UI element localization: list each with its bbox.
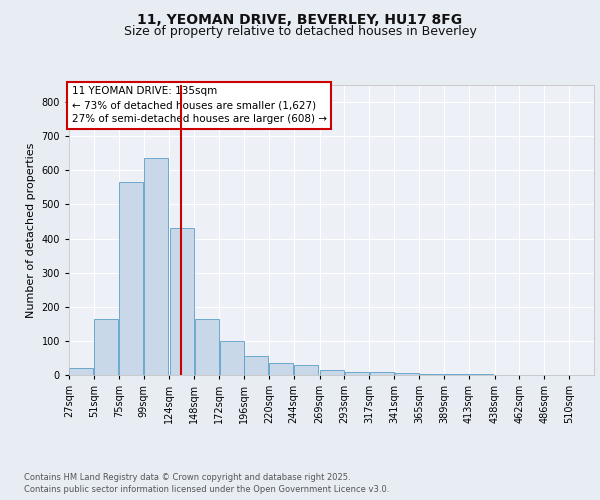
Bar <box>269 363 293 375</box>
Bar <box>469 374 493 375</box>
Bar <box>94 318 118 375</box>
Bar <box>370 372 394 375</box>
Bar <box>170 228 194 375</box>
Y-axis label: Number of detached properties: Number of detached properties <box>26 142 36 318</box>
Text: Contains HM Land Registry data © Crown copyright and database right 2025.: Contains HM Land Registry data © Crown c… <box>24 472 350 482</box>
Bar <box>70 368 94 375</box>
Bar <box>294 365 318 375</box>
Text: 11, YEOMAN DRIVE, BEVERLEY, HU17 8FG: 11, YEOMAN DRIVE, BEVERLEY, HU17 8FG <box>137 12 463 26</box>
Bar <box>419 374 443 375</box>
Bar <box>320 370 344 375</box>
Bar <box>119 182 143 375</box>
Bar <box>195 318 219 375</box>
Bar <box>244 356 268 375</box>
Bar <box>444 374 468 375</box>
Text: Contains public sector information licensed under the Open Government Licence v3: Contains public sector information licen… <box>24 485 389 494</box>
Text: Size of property relative to detached houses in Beverley: Size of property relative to detached ho… <box>124 25 476 38</box>
Bar <box>395 374 419 375</box>
Bar <box>220 341 244 375</box>
Text: 11 YEOMAN DRIVE: 135sqm
← 73% of detached houses are smaller (1,627)
27% of semi: 11 YEOMAN DRIVE: 135sqm ← 73% of detache… <box>71 86 326 124</box>
Bar <box>144 158 168 375</box>
Bar <box>345 372 369 375</box>
